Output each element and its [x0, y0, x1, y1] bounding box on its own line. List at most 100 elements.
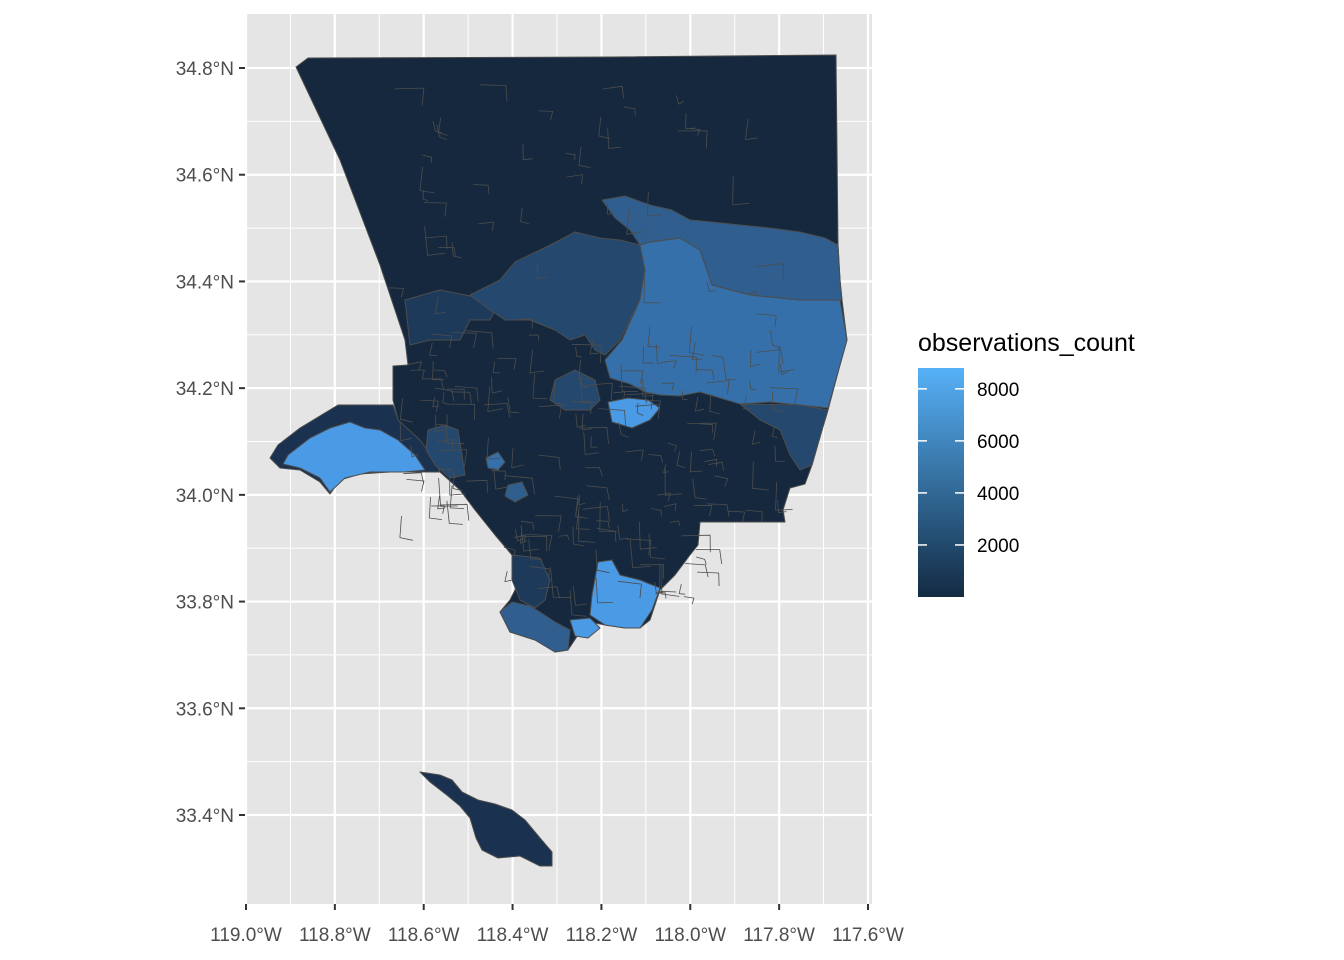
tract-border-segment — [578, 359, 591, 379]
tract-border-segment — [706, 380, 730, 395]
tract-border-segment — [661, 382, 675, 391]
y-tick-label: 34.8°N — [176, 59, 234, 80]
tract-border-segment — [434, 296, 446, 315]
tract-border-segment — [572, 526, 584, 547]
tract-border-segment — [424, 226, 446, 256]
tract-border-segment — [645, 400, 661, 410]
tract-border-segment — [648, 533, 665, 560]
tract-border-segment — [756, 313, 777, 328]
y-tick-label: 34.4°N — [176, 272, 234, 293]
tract-border-segment — [436, 439, 454, 449]
region-burbank — [549, 369, 601, 411]
tract-border-segment — [590, 436, 598, 448]
tract-border-segment — [435, 414, 446, 432]
tract-border-segment — [442, 392, 450, 405]
tract-border-segment — [745, 119, 758, 141]
tract-border-segment — [757, 349, 784, 364]
tract-border-segment — [647, 326, 661, 348]
tract-border-segment — [617, 580, 642, 599]
x-axis: 119.0°W 118.8°W 118.6°W 118.4°W 118.2°W 118.0… — [210, 904, 904, 946]
tract-border-segment — [647, 191, 662, 217]
tract-border-segment — [399, 422, 412, 442]
tract-border-segment — [711, 355, 725, 364]
tract-border-segment — [598, 408, 626, 426]
tract-border-segment — [539, 404, 562, 419]
tract-border-segment — [714, 475, 729, 487]
tract-border-segment — [663, 503, 677, 512]
tract-border-segment — [503, 546, 516, 557]
tract-border-segment — [749, 380, 756, 391]
tract-border-segment — [667, 442, 678, 452]
tract-border-segment — [687, 422, 717, 441]
tract-border-segment — [466, 479, 489, 493]
x-tick-label: 118.6°W — [388, 925, 460, 946]
tract-border-segment — [465, 330, 494, 349]
tract-border-segment — [559, 534, 570, 541]
x-tick-label: 118.0°W — [654, 925, 726, 946]
tract-border-segment — [697, 571, 720, 587]
tract-border-segment — [596, 527, 617, 543]
region-san-gabriel-foothills — [739, 403, 829, 471]
tract-border-segment — [706, 503, 730, 517]
tract-border-segment — [583, 505, 610, 521]
tract-border-segment — [578, 373, 590, 388]
tract-border-segment — [454, 386, 479, 402]
tract-border-segment — [446, 500, 463, 525]
y-tick-label: 34.2°N — [176, 379, 234, 400]
tract-border-segment — [779, 363, 789, 375]
tract-border-segment — [520, 525, 540, 552]
tract-border-segment — [410, 369, 425, 379]
tract-border-segment — [727, 510, 745, 523]
x-tick-label: 118.8°W — [299, 925, 371, 946]
tract-border-segment — [575, 506, 590, 530]
tract-border-segment — [681, 534, 711, 553]
tract-border-segment — [511, 447, 524, 469]
tract-border-segment — [696, 369, 715, 380]
y-tick-label: 33.8°N — [176, 593, 234, 614]
tract-border-segment — [571, 401, 592, 414]
tract-border-segment — [451, 242, 462, 259]
tract-border-segment — [732, 175, 750, 206]
tract-border-segment — [750, 349, 761, 368]
tract-border-segment — [522, 144, 533, 161]
tract-borders — [388, 84, 798, 617]
tract-border-segment — [446, 388, 465, 400]
tract-border-segment — [423, 202, 447, 217]
tract-border-segment — [399, 398, 413, 423]
tract-border-segment — [431, 333, 453, 348]
tract-border-segment — [655, 592, 667, 599]
tract-border-segment — [450, 391, 472, 404]
tract-border-segment — [429, 342, 437, 357]
tract-border-segment — [618, 385, 647, 404]
tract-border-segment — [650, 508, 662, 517]
tract-border-segment — [683, 596, 695, 605]
region-catalina-island — [419, 771, 553, 867]
tract-border-segment — [771, 391, 783, 412]
tract-border-segment — [434, 387, 455, 402]
tract-border-segment — [520, 520, 535, 530]
tract-border-segment — [643, 275, 661, 304]
region-santa-monica-mountains — [282, 421, 426, 493]
tract-border-segment — [432, 360, 444, 381]
region-palos-verdes — [499, 601, 571, 653]
tract-border-segment — [659, 563, 677, 593]
tract-border-segment — [504, 571, 512, 582]
tract-border-segment — [690, 128, 701, 136]
tract-border-segment — [691, 342, 703, 360]
tract-border-segment — [704, 458, 718, 467]
tract-border-segment — [497, 357, 517, 370]
tract-border-segment — [505, 475, 535, 495]
tract-border-segment — [479, 84, 508, 102]
tract-border-segment — [449, 485, 465, 509]
tract-border-segment — [520, 207, 530, 225]
tract-border-segment — [490, 470, 506, 481]
tract-border-segment — [595, 577, 613, 604]
tract-border-segment — [532, 373, 548, 400]
tract-border-segment — [664, 467, 683, 496]
y-axis: 33.4°N 33.6°N 33.8°N 34.0°N 34.2°N 34.4°N 34.6… — [176, 59, 245, 827]
tract-border-segment — [752, 461, 769, 491]
tract-border-segment — [536, 261, 548, 280]
tract-border-segment — [625, 449, 644, 461]
tract-border-segment — [578, 494, 586, 506]
tract-border-segment — [677, 130, 708, 149]
